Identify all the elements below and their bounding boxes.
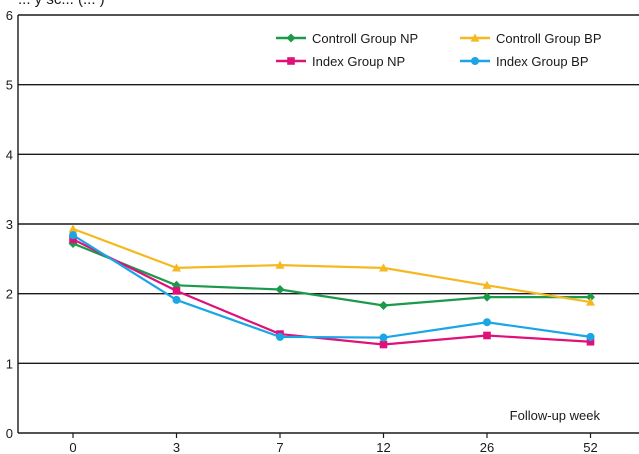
y-tick-label: 2 — [6, 287, 13, 302]
legend-label: Index Group NP — [312, 54, 405, 69]
data-point-index-group-bp — [586, 332, 595, 341]
data-point-index-group-bp — [276, 332, 284, 341]
series-index-group-bp — [69, 231, 595, 342]
data-point-index-group-bp — [69, 231, 77, 240]
x-tick-label: 7 — [276, 440, 283, 454]
series-index-group-np — [69, 235, 595, 349]
x-axis-annotation: Follow-up week — [510, 408, 601, 423]
data-point-controll-group-np — [275, 284, 285, 294]
axes — [17, 15, 592, 438]
series-controll-group-bp — [68, 224, 595, 306]
y-tick-label: 5 — [6, 78, 13, 93]
y-tick-label: 0 — [6, 426, 13, 441]
data-point-controll-group-bp — [586, 297, 595, 306]
y-tick-label: 4 — [6, 147, 13, 162]
data-point-index-group-np — [379, 340, 388, 349]
series-line-controll-group-np — [72, 242, 591, 307]
data-point-controll-group-bp — [482, 280, 492, 289]
x-tick-labels: 0 3 7 12 26 52 — [69, 440, 597, 454]
y-tick-label: 6 — [6, 8, 13, 23]
series-line-index-group-bp — [72, 234, 591, 339]
data-point-index-group-np — [586, 337, 595, 346]
legend-item-controll-group-np: Controll Group NP — [276, 31, 418, 46]
data-point-controll-group-bp — [379, 263, 388, 272]
legend-swatch-marker — [286, 33, 296, 43]
data-point-index-group-np — [172, 287, 181, 295]
x-tick-label: 3 — [173, 440, 180, 454]
legend-item-index-group-np: Index Group NP — [276, 54, 405, 69]
data-point-controll-group-bp — [275, 260, 285, 269]
data-point-index-group-bp — [483, 318, 491, 327]
legend-label: Controll Group BP — [496, 31, 602, 46]
data-point-controll-group-np — [482, 292, 492, 302]
y-tick-label: 3 — [6, 217, 13, 232]
legend-swatch-marker — [471, 57, 479, 65]
data-point-index-group-bp — [172, 295, 181, 304]
legend: Controll Group NP Controll Group BP Index … — [276, 31, 602, 69]
series-controll-group-np — [68, 239, 595, 311]
data-point-controll-group-np — [586, 292, 595, 302]
grid-lines — [18, 14, 639, 434]
data-point-index-group-np — [69, 235, 77, 244]
y-tick-labels: 0 1 2 3 4 5 6 — [6, 8, 13, 441]
data-point-controll-group-bp — [172, 263, 181, 272]
legend-label: Index Group BP — [496, 54, 589, 69]
x-tick-label: 12 — [376, 440, 390, 454]
legend-item-controll-group-bp: Controll Group BP — [460, 31, 602, 46]
legend-item-index-group-bp: Index Group BP — [460, 54, 589, 69]
series-group — [68, 224, 595, 349]
data-point-controll-group-np — [379, 301, 388, 311]
x-tick-label: 26 — [480, 440, 494, 454]
data-point-index-group-np — [483, 331, 491, 340]
data-point-index-group-bp — [379, 333, 388, 342]
y-axis-label: ... y sc... (... ) — [18, 0, 105, 8]
legend-swatch-marker — [287, 57, 295, 65]
legend-label: Controll Group NP — [312, 31, 418, 46]
x-tick-label: 52 — [583, 440, 597, 454]
data-point-controll-group-bp — [68, 224, 78, 233]
series-line-index-group-np — [72, 238, 591, 346]
legend-swatch-marker — [470, 33, 480, 42]
series-line-controll-group-bp — [72, 227, 591, 304]
x-tick-label: 0 — [69, 440, 76, 454]
y-tick-label: 1 — [6, 356, 13, 371]
